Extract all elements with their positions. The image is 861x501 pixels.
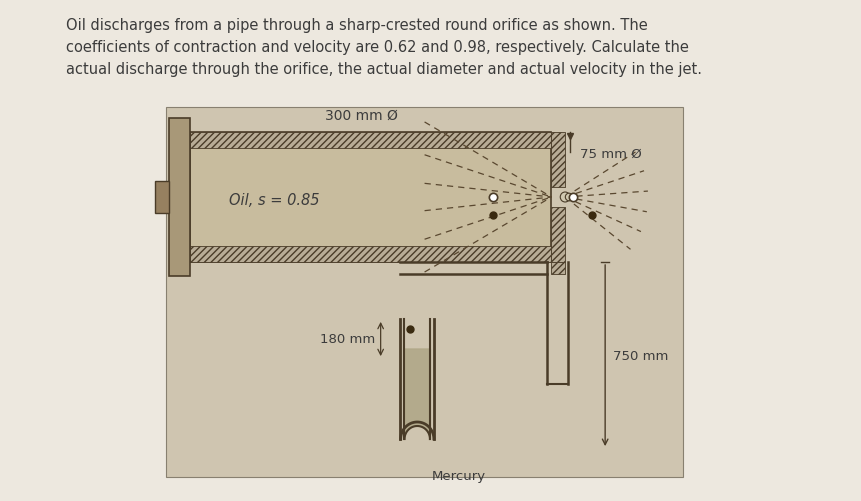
Text: Mercury: Mercury <box>431 469 486 482</box>
Circle shape <box>560 192 569 202</box>
Circle shape <box>570 195 575 200</box>
Bar <box>190 133 551 263</box>
Circle shape <box>565 194 572 201</box>
Bar <box>551 263 565 275</box>
Bar <box>551 133 565 188</box>
Bar <box>165 108 683 477</box>
Text: 300 mm Ø: 300 mm Ø <box>325 109 397 123</box>
Bar <box>190 246 551 263</box>
Text: Oil discharges from a pipe through a sharp-crested round orifice as shown. The
c: Oil discharges from a pipe through a sha… <box>66 18 702 77</box>
Bar <box>551 207 565 263</box>
Text: Oil, s = 0.85: Oil, s = 0.85 <box>229 193 319 208</box>
Polygon shape <box>404 349 430 439</box>
Text: 750 mm: 750 mm <box>612 349 667 362</box>
Text: 180 mm: 180 mm <box>319 333 375 346</box>
Bar <box>169 119 190 277</box>
Text: 75 mm Ø: 75 mm Ø <box>579 148 641 161</box>
Bar <box>190 133 551 149</box>
Bar <box>155 182 169 213</box>
